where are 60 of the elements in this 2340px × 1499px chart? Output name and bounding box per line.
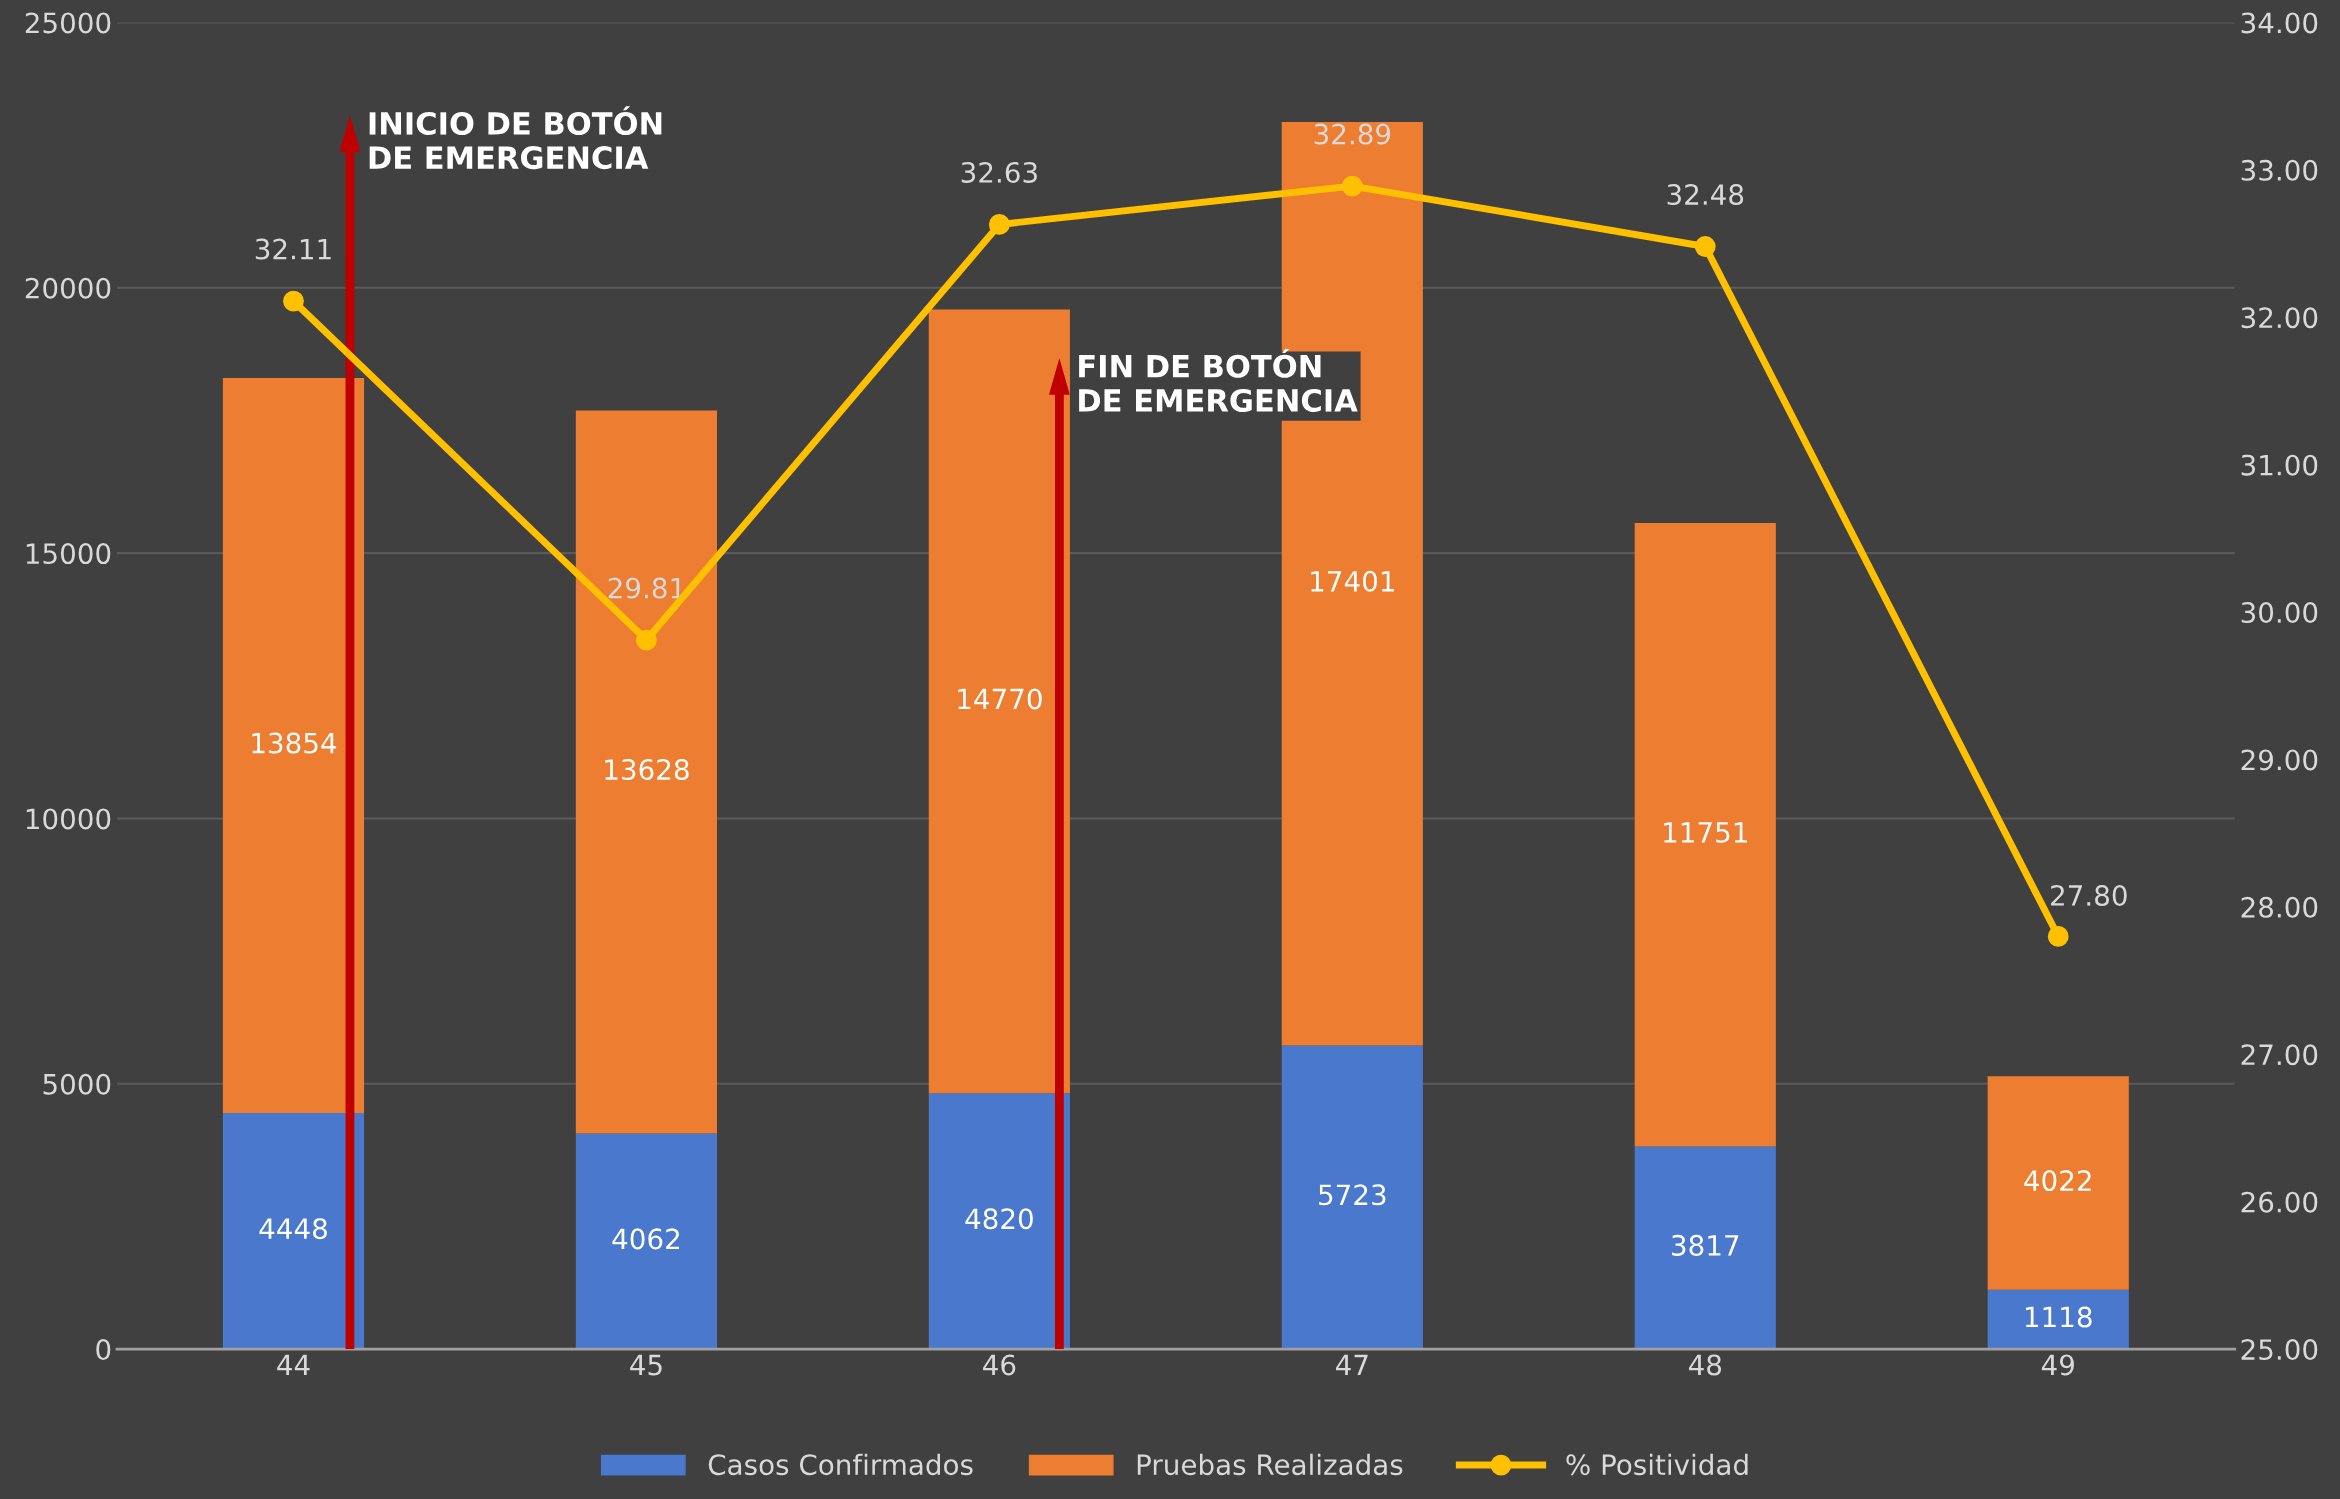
y2-tick-label: 33.00 [2241, 159, 2318, 181]
y2-tick-label: 26.00 [2241, 1191, 2318, 1213]
y-tick-label: 25000 [25, 12, 111, 34]
y-tick-label: 5000 [43, 1073, 111, 1095]
data-label: 17401 [1311, 570, 1394, 592]
bar [575, 410, 718, 1134]
point [1341, 175, 1363, 197]
legend-label: Pruebas Realizadas [1137, 1453, 1403, 1476]
data-label: 32.48 [1667, 184, 1744, 206]
x-tick-label: 44 [277, 1354, 310, 1376]
x-tick-label: 49 [2041, 1354, 2074, 1376]
data-label: 13628 [605, 759, 689, 781]
bar [928, 1093, 1070, 1350]
x-tick-label: 47 [1336, 1354, 1368, 1376]
y2-tick-label: 31.00 [2241, 454, 2318, 476]
bar [1281, 1045, 1423, 1350]
bar [575, 1133, 718, 1350]
y-tick-label: 10000 [26, 808, 111, 830]
y2-tick-label: 29.00 [2241, 749, 2318, 771]
data-label: 4022 [2024, 1170, 2091, 1192]
y-tick-label: 15000 [26, 543, 111, 565]
annotation: INICIO DE BOTÓN DE EMERGENCIA [369, 106, 662, 170]
y2-tick-label: 34.00 [2241, 12, 2318, 34]
legend-label: % Positividad [1566, 1453, 1748, 1476]
x-tick-label: 46 [983, 1354, 1016, 1376]
bar [1987, 1076, 2129, 1290]
y-tick-label: 20000 [25, 277, 111, 299]
data-label: 27.80 [2051, 884, 2127, 906]
bar [1987, 1289, 2129, 1350]
data-label: 4062 [612, 1228, 679, 1250]
data-label: 32.89 [1314, 123, 1391, 145]
data-label: 13854 [252, 732, 337, 754]
data-label: 4448 [259, 1218, 327, 1240]
annotation: FIN DE BOTÓN DE EMERGENCIA [1079, 349, 1358, 413]
bar [1634, 1146, 1776, 1350]
x-tick-label: 48 [1688, 1354, 1722, 1376]
point [988, 214, 1010, 235]
data-label: 32.63 [961, 161, 1037, 183]
data-label: 14770 [958, 688, 1042, 710]
y2-tick-label: 28.00 [2241, 896, 2318, 918]
data-label: 5723 [1319, 1184, 1386, 1206]
data-label: 11751 [1664, 822, 1747, 843]
y-tick-label: 0 [96, 1339, 111, 1361]
y2-tick-label: 25.00 [2241, 1339, 2318, 1361]
point [1694, 236, 1716, 257]
point [283, 290, 304, 312]
y2-tick-label: 27.00 [2241, 1044, 2318, 1066]
y2-tick-label: 30.00 [2241, 602, 2318, 624]
data-label: 4820 [965, 1208, 1033, 1230]
point [2047, 925, 2069, 947]
legend-label: Casos Confirmados [708, 1453, 973, 1476]
bar [1634, 522, 1776, 1147]
data-label: 1118 [2025, 1306, 2092, 1328]
data-label: 3817 [1672, 1234, 1739, 1256]
data-label: 32.11 [255, 238, 331, 260]
y2-tick-label: 32.00 [2241, 307, 2318, 329]
point [636, 629, 657, 651]
data-label: 29.81 [608, 577, 684, 599]
x-tick-label: 45 [630, 1354, 662, 1376]
bar [222, 1113, 365, 1350]
